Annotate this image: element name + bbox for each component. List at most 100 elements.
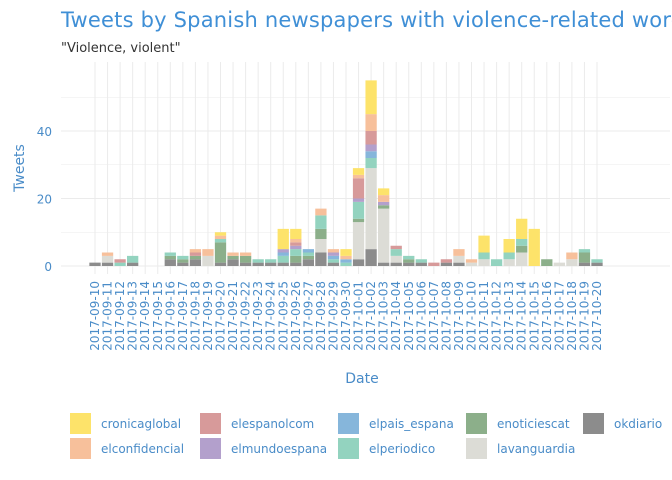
legend-label-cronicaglobal: cronicaglobal	[101, 417, 181, 431]
bar-elespanolcom-2017-10-01	[352, 178, 365, 199]
bar-okdiario-2017-10-04	[390, 262, 402, 266]
bar-lavanguardia-2017-10-10	[465, 262, 478, 266]
x-tick-label: 2017-10-15	[527, 281, 541, 351]
bar-enoticiescat-2017-09-26	[290, 255, 302, 263]
bar-elperiodico-2017-10-20	[591, 259, 603, 263]
bar-enoticiescat-2017-09-22	[239, 255, 252, 263]
bar-okdiario-2017-09-24	[265, 262, 277, 266]
bar-enoticiescat-2017-10-05	[403, 259, 415, 263]
x-tick-label: 2017-09-19	[201, 281, 215, 351]
bar-okdiario-2017-09-22	[239, 262, 252, 266]
x-tick-label: 2017-10-05	[402, 281, 416, 351]
bar-okdiario-2017-10-19	[578, 262, 591, 266]
bar-elmundoespana-2017-10-01	[352, 198, 365, 202]
bar-enoticiescat-2017-10-16	[541, 259, 553, 266]
bar-cronicaglobal-2017-10-03	[378, 188, 390, 196]
x-tick-label: 2017-10-19	[577, 281, 591, 351]
bar-elperiodico-2017-09-30	[340, 262, 352, 266]
bar-elperiodico-2017-10-12	[490, 259, 503, 266]
bar-elpais_espana-2017-09-27	[302, 249, 314, 253]
bar-elpais_espana-2017-09-30	[340, 259, 352, 263]
x-tick-label: 2017-10-12	[490, 281, 504, 351]
bar-lavanguardia-2017-09-19	[202, 255, 214, 266]
y-axis-title: Tweets	[12, 144, 28, 193]
bar-okdiario-2017-10-20	[591, 262, 603, 266]
legend-label-elmundoespana: elmundoespana	[231, 442, 327, 456]
bar-elperiodico-2017-09-24	[265, 259, 277, 263]
bar-okdiario-2017-10-05	[403, 262, 415, 266]
bar-enoticiescat-2017-09-28	[315, 228, 327, 239]
x-tick-label: 2017-09-22	[239, 281, 253, 351]
bar-elespanolcom-2017-09-12	[114, 259, 126, 263]
x-tick-label: 2017-09-25	[276, 281, 290, 351]
y-tick-label: 20	[37, 193, 52, 207]
bar-elconfidencial-2017-09-30	[340, 255, 352, 260]
bar-enoticiescat-2017-09-20	[214, 242, 227, 263]
bar-elconfidencial-2017-09-18	[189, 249, 202, 253]
bar-lavanguardia-2017-10-13	[503, 259, 515, 266]
bar-elpais_espana-2017-09-29	[327, 255, 340, 260]
y-tick-label: 40	[37, 125, 52, 139]
bar-elperiodico-2017-09-12	[114, 262, 126, 266]
legend-label-elespanolcom: elespanolcom	[231, 417, 314, 431]
bar-elperiodico-2017-09-27	[302, 252, 314, 256]
bar-cronicaglobal-2017-10-01	[352, 168, 365, 175]
bar-elpais_espana-2017-10-02	[365, 151, 377, 158]
bar-okdiario-2017-09-17	[177, 262, 189, 266]
bar-elmundoespana-2017-09-25	[277, 249, 289, 253]
legend-swatch-lavanguardia	[466, 438, 487, 459]
legend-swatch-elpais_espana	[338, 413, 359, 434]
bar-enoticiescat-2017-09-27	[302, 255, 314, 260]
bar-enoticiescat-2017-10-01	[352, 218, 365, 223]
bar-elconfidencial-2017-10-03	[378, 195, 390, 202]
bar-cronicaglobal-2017-10-02	[365, 80, 377, 115]
legend-label-elpais_espana: elpais_espana	[369, 417, 454, 431]
x-tick-label: 2017-10-03	[377, 281, 391, 351]
x-tick-label: 2017-10-17	[552, 281, 566, 351]
bar-cronicaglobal-2017-10-15	[528, 228, 540, 266]
bar-cronicaglobal-2017-09-26	[290, 228, 302, 239]
x-tick-label: 2017-09-18	[188, 281, 202, 351]
x-tick-label: 2017-09-17	[176, 281, 190, 351]
bar-lavanguardia-2017-10-09	[453, 255, 465, 263]
bar-elconfidencial-2017-10-10	[465, 259, 478, 263]
bar-enoticiescat-2017-09-17	[177, 259, 189, 263]
legend-label-elperiodico: elperiodico	[369, 442, 435, 456]
x-tick-label: 2017-09-27	[301, 281, 315, 351]
x-tick-label: 2017-10-06	[414, 281, 428, 351]
bar-elconfidencial-2017-10-02	[365, 114, 377, 131]
bar-elespanolcom-2017-10-07	[428, 262, 440, 266]
bar-enoticiescat-2017-10-14	[516, 245, 528, 253]
bar-okdiario-2017-10-09	[453, 262, 465, 266]
bar-enoticiescat-2017-09-16	[164, 255, 176, 260]
bar-elperiodico-2017-10-14	[516, 239, 528, 246]
x-axis-title: Date	[345, 371, 378, 387]
legend-swatch-okdiario	[583, 413, 604, 434]
bar-lavanguardia-2017-10-04	[390, 255, 402, 263]
bar-okdiario-2017-09-18	[189, 259, 202, 266]
bar-lavanguardia-2017-09-11	[101, 255, 114, 263]
legend-swatch-elmundoespana	[200, 438, 221, 459]
bar-elconfidencial-2017-09-11	[101, 252, 114, 256]
bar-enoticiescat-2017-09-18	[189, 255, 202, 260]
bar-lavanguardia-2017-10-14	[516, 252, 528, 266]
bar-cronicaglobal-2017-09-25	[277, 228, 289, 250]
bar-elconfidencial-2017-09-28	[315, 208, 327, 216]
y-tick-label: 0	[44, 260, 52, 274]
legend-label-enoticiescat: enoticiescat	[497, 417, 570, 431]
legend-label-lavanguardia: lavanguardia	[497, 442, 575, 456]
legend-swatch-elconfidencial	[70, 438, 91, 459]
bar-elconfidencial-2017-09-29	[327, 249, 340, 253]
bar-cronicaglobal-2017-10-13	[503, 239, 515, 253]
bar-okdiario-2017-09-20	[214, 262, 227, 266]
bar-okdiario-2017-09-28	[315, 252, 327, 266]
bar-okdiario-2017-09-11	[101, 262, 114, 266]
bar-elperiodico-2017-10-06	[415, 259, 427, 263]
x-tick-label: 2017-09-28	[314, 281, 328, 351]
bar-elconfidencial-2017-09-26	[290, 239, 302, 243]
bar-enoticiescat-2017-10-19	[578, 252, 591, 263]
x-tick-label: 2017-10-02	[364, 281, 378, 351]
bar-okdiario-2017-09-29	[327, 262, 340, 266]
chart-title: Tweets by Spanish newspapers with violen…	[61, 8, 672, 32]
bar-elmundoespana-2017-09-26	[290, 245, 302, 250]
